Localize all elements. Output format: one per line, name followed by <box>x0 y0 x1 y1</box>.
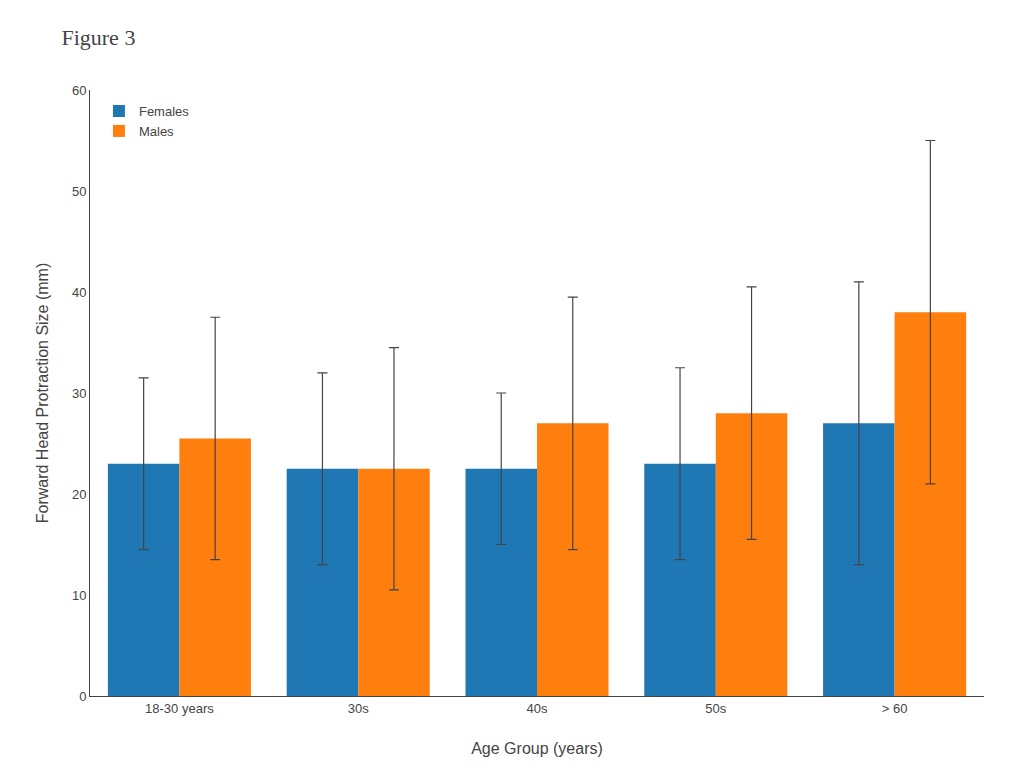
svg-text:30: 30 <box>72 386 86 401</box>
svg-text:> 60: > 60 <box>882 701 908 716</box>
svg-text:40s: 40s <box>527 701 548 716</box>
svg-text:Males: Males <box>139 124 174 139</box>
svg-text:Females: Females <box>139 104 189 119</box>
svg-text:50: 50 <box>72 184 86 199</box>
svg-text:30s: 30s <box>348 701 369 716</box>
svg-text:0: 0 <box>79 689 86 704</box>
svg-text:Age Group (years): Age Group (years) <box>471 740 603 757</box>
svg-text:20: 20 <box>72 487 86 502</box>
svg-text:40: 40 <box>72 285 86 300</box>
svg-text:Figure 3: Figure 3 <box>61 25 135 50</box>
svg-text:60: 60 <box>72 83 86 98</box>
svg-text:Forward Head Protraction Size: Forward Head Protraction Size (mm) <box>34 263 51 524</box>
svg-text:18-30 years: 18-30 years <box>145 701 214 716</box>
svg-text:10: 10 <box>72 588 86 603</box>
svg-text:50s: 50s <box>705 701 726 716</box>
